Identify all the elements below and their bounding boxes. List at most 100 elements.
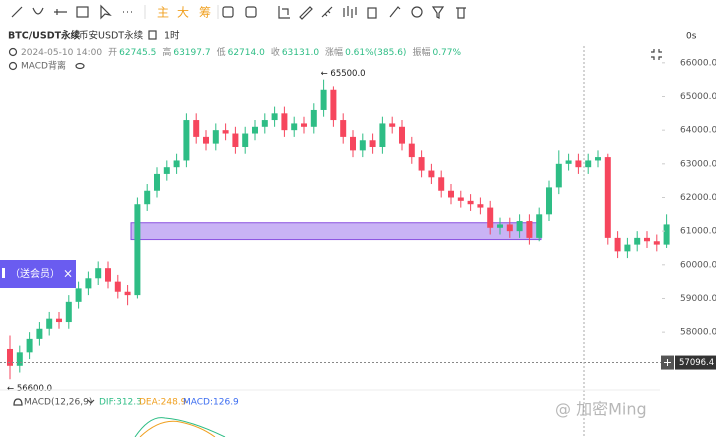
- info-icon: [8, 61, 18, 71]
- candle-body: [477, 204, 484, 208]
- y-tick-label: 63000.0: [680, 159, 716, 169]
- candle-tool[interactable]: [343, 6, 357, 18]
- candle-body: [7, 348, 13, 366]
- ruler-tool[interactable]: [321, 6, 333, 18]
- interval[interactable]: 1时: [164, 30, 180, 42]
- candle-body: [653, 241, 660, 245]
- main-toggle[interactable]: 主: [157, 6, 169, 20]
- candle-body: [644, 237, 650, 242]
- candle-body: [614, 237, 621, 252]
- candle-body: [65, 301, 72, 323]
- candle-body: [46, 318, 53, 329]
- candle-body: [359, 140, 366, 151]
- y-tick-label: 60000.0: [680, 260, 716, 270]
- field-label: 低: [217, 46, 226, 58]
- candle-body: [183, 120, 190, 161]
- field-value: 0.77%: [432, 48, 461, 58]
- macd-hist: MACD:126.9: [183, 398, 239, 408]
- candle-body: [134, 204, 141, 296]
- macd-dif: DIF:312.3: [99, 398, 142, 408]
- candle-body: [555, 163, 562, 188]
- chips-toggle[interactable]: 筹: [199, 6, 211, 20]
- candle-body: [565, 160, 572, 164]
- candle-body: [585, 160, 592, 168]
- collapse-icon[interactable]: [651, 49, 662, 60]
- macd-dea: DEA:248.9: [139, 398, 187, 408]
- candle-body: [350, 136, 356, 151]
- candle-body: [124, 291, 131, 296]
- rect-tool[interactable]: [76, 6, 89, 18]
- line-tool[interactable]: [11, 6, 23, 18]
- candle-body: [379, 123, 386, 147]
- candle-body: [144, 190, 151, 205]
- candle-body: [26, 338, 33, 353]
- candle-body: [418, 157, 425, 171]
- candle-body: [261, 120, 268, 127]
- macd-name[interactable]: MACD(12,26,9): [24, 398, 92, 408]
- candle-body: [526, 221, 533, 238]
- popup[interactable]: （送会员） ×: [0, 260, 76, 288]
- field-label: 涨幅: [325, 46, 343, 58]
- popup-close[interactable]: ×: [63, 267, 73, 281]
- refresh-tool[interactable]: [222, 6, 234, 18]
- candle-body: [438, 177, 445, 191]
- large-toggle[interactable]: 大: [177, 6, 189, 20]
- candle-body: [16, 352, 23, 366]
- candle-body: [399, 126, 405, 144]
- edit-tool[interactable]: [389, 6, 401, 18]
- y-tick-label: 64000.0: [680, 126, 716, 136]
- crosshair-tag: [675, 355, 716, 370]
- candle-body: [575, 160, 582, 168]
- candle-body: [408, 143, 415, 158]
- curve-tool[interactable]: [32, 7, 44, 15]
- eye-icon[interactable]: [75, 62, 85, 70]
- candle-body: [389, 123, 396, 127]
- field-value: 63197.7: [173, 48, 210, 58]
- candle-body: [330, 89, 337, 121]
- candle-body: [212, 130, 219, 144]
- countdown: 0s: [686, 32, 697, 42]
- candle-body: [457, 197, 464, 201]
- support-zone: [130, 222, 542, 241]
- note-tool[interactable]: [367, 7, 377, 19]
- magnet-tool[interactable]: [411, 6, 423, 18]
- candle-body: [506, 224, 513, 232]
- y-tick-label: 66000.0: [680, 58, 716, 68]
- candle-body: [467, 200, 474, 205]
- candle-body: [281, 113, 288, 131]
- popup-text[interactable]: （送会员）: [10, 267, 60, 280]
- delete-tool[interactable]: [456, 7, 466, 19]
- pointer-tool[interactable]: [100, 4, 112, 20]
- candle-body: [595, 157, 601, 161]
- bar-date: 2024-05-10 14:00: [21, 48, 102, 58]
- select-tool[interactable]: [278, 6, 290, 19]
- indicator-name[interactable]: MACD背离: [21, 60, 66, 72]
- ray-tool[interactable]: [54, 9, 67, 15]
- copy-tool[interactable]: [245, 6, 257, 18]
- edit-icon[interactable]: [148, 30, 157, 40]
- candle-body: [320, 89, 327, 110]
- y-tick-label: 62000.0: [680, 193, 716, 203]
- candle-body: [546, 187, 552, 215]
- popup-box[interactable]: [0, 260, 76, 288]
- candle-body: [163, 167, 170, 174]
- candle-body: [497, 224, 503, 228]
- candle-body: [301, 123, 307, 127]
- candle-body: [222, 130, 229, 134]
- candle-body: [56, 318, 62, 323]
- candle-body: [114, 281, 121, 292]
- field-value: 62714.0: [228, 48, 265, 58]
- field-label: 高: [162, 46, 171, 58]
- candle-body: [516, 221, 523, 232]
- symbol[interactable]: BTC/USDT永续: [8, 30, 81, 42]
- bell-icon[interactable]: [13, 398, 23, 406]
- filter-tool[interactable]: [431, 6, 445, 19]
- dropdown-icon[interactable]: [87, 399, 95, 404]
- pen-tool[interactable]: [299, 6, 313, 20]
- popup-icon: [2, 268, 5, 278]
- toolbar: 主 大 筹: [11, 4, 466, 20]
- high-label: ← 65500.0: [321, 69, 366, 79]
- candle-body: [271, 113, 278, 121]
- field-value: 62745.5: [119, 48, 156, 58]
